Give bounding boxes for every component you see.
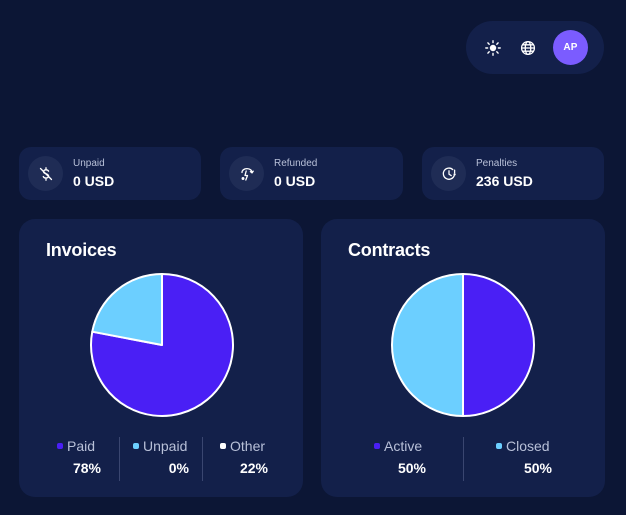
legend-item-other: Other 22% <box>220 437 268 481</box>
invoices-card: Invoices Paid 78% Unpaid 0% Other 22% <box>19 219 303 497</box>
stat-icon-wrap <box>431 156 466 191</box>
legend-divider <box>463 437 464 481</box>
stat-icon-wrap <box>229 156 264 191</box>
legend-swatch <box>220 443 226 449</box>
legend-swatch <box>496 443 502 449</box>
stat-value: 236 USD <box>476 172 533 189</box>
legend-label-closed: Closed <box>506 438 550 454</box>
clock-alert-icon <box>442 166 456 180</box>
invoices-title: Invoices <box>46 240 117 260</box>
stat-card-penalties: Penalties 236 USD <box>422 147 604 200</box>
sun-icon <box>485 39 501 56</box>
stat-value: 0 USD <box>73 172 115 189</box>
stat-label: Refunded <box>274 157 318 169</box>
pie-slice-closed[interactable] <box>391 273 464 417</box>
legend-value-active: 50% <box>397 460 426 476</box>
contracts-pie-chart <box>391 273 535 417</box>
legend-value-unpaid: 0% <box>168 460 189 476</box>
header-toolbar: AP <box>466 21 604 74</box>
legend-label-other: Other <box>230 438 266 454</box>
invoices-legend: Paid 78% Unpaid 0% Other 22% <box>19 437 303 481</box>
contracts-legend: Active 50% Closed 50% <box>321 437 605 481</box>
globe-icon <box>520 40 536 55</box>
dollar-off-icon <box>39 166 52 181</box>
legend-label-active: Active <box>384 438 423 454</box>
stat-card-refunded: Refunded 0 USD <box>220 147 403 200</box>
legend-swatch <box>133 443 139 449</box>
language-button[interactable] <box>517 37 539 59</box>
stat-icon-wrap <box>28 156 63 191</box>
legend-swatch <box>374 443 380 449</box>
legend-divider <box>119 437 120 481</box>
legend-value-closed: 50% <box>523 460 552 476</box>
pie-slice-other[interactable] <box>91 273 163 346</box>
legend-value-other: 22% <box>239 460 268 476</box>
legend-item-unpaid: Unpaid 0% <box>133 437 189 481</box>
legend-item-paid: Paid 78% <box>57 437 101 481</box>
pie-slice-active[interactable] <box>462 273 535 417</box>
legend-item-closed: Closed 50% <box>496 437 552 481</box>
contracts-card: Contracts Active 50% Closed 50% <box>321 219 605 497</box>
stat-label: Unpaid <box>73 157 105 169</box>
stat-value: 0 USD <box>274 172 316 189</box>
legend-item-active: Active 50% <box>374 437 426 481</box>
user-avatar[interactable]: AP <box>553 30 588 65</box>
stat-card-unpaid: Unpaid 0 USD <box>19 147 201 200</box>
legend-divider <box>202 437 203 481</box>
invoices-pie-chart <box>90 273 235 417</box>
legend-label-unpaid: Unpaid <box>143 438 188 454</box>
legend-label-paid: Paid <box>67 438 96 454</box>
legend-value-paid: 78% <box>72 460 101 476</box>
stat-label: Penalties <box>476 157 518 169</box>
refund-icon <box>240 167 254 181</box>
theme-toggle-button[interactable] <box>482 37 504 59</box>
legend-swatch <box>57 443 63 449</box>
contracts-title: Contracts <box>348 240 431 260</box>
